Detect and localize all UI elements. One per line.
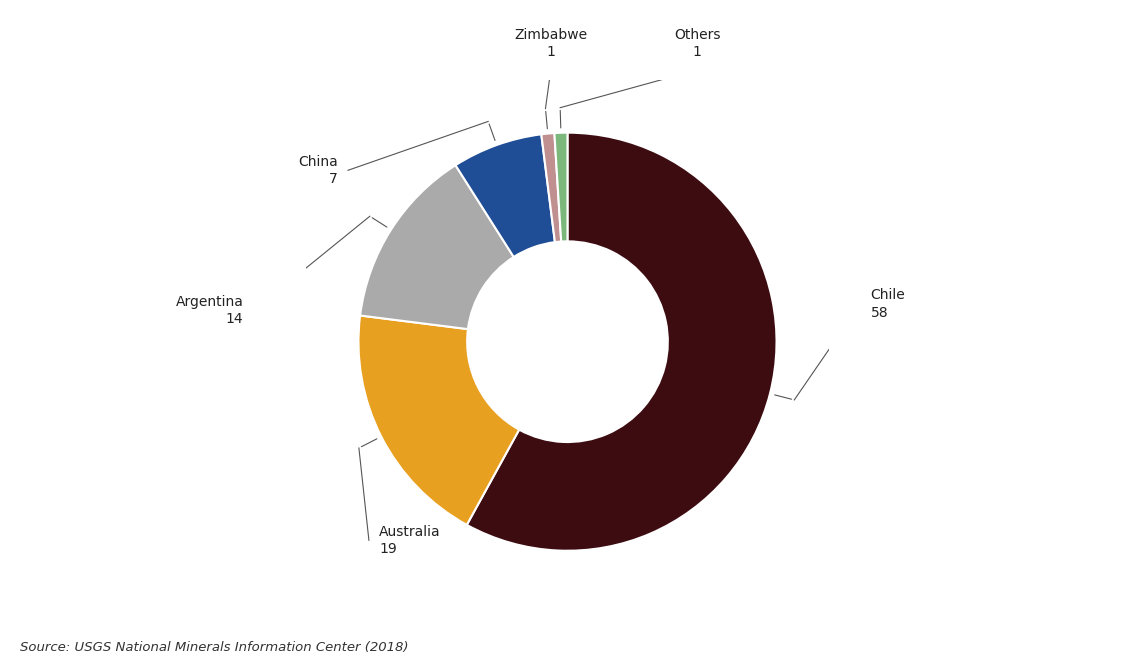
Text: Figure 3.: Figure 3. [20,13,104,31]
Wedge shape [554,133,568,242]
Wedge shape [466,133,776,551]
Text: Others
1: Others 1 [674,28,721,60]
Text: (Percentage): (Percentage) [96,51,186,65]
Wedge shape [359,316,519,525]
Text: Lithium reserves, 2018: Lithium reserves, 2018 [96,13,312,31]
Wedge shape [455,134,555,257]
Text: Chile
58: Chile 58 [871,288,906,320]
Wedge shape [541,133,561,242]
Text: Zimbabwe
1: Zimbabwe 1 [514,28,587,60]
Text: Australia
19: Australia 19 [379,525,442,556]
Text: Source: USGS National Minerals Information Center (2018): Source: USGS National Minerals Informati… [20,641,409,654]
Wedge shape [360,165,514,329]
Text: China
7: China 7 [297,155,337,186]
Text: Argentina
14: Argentina 14 [176,295,244,326]
